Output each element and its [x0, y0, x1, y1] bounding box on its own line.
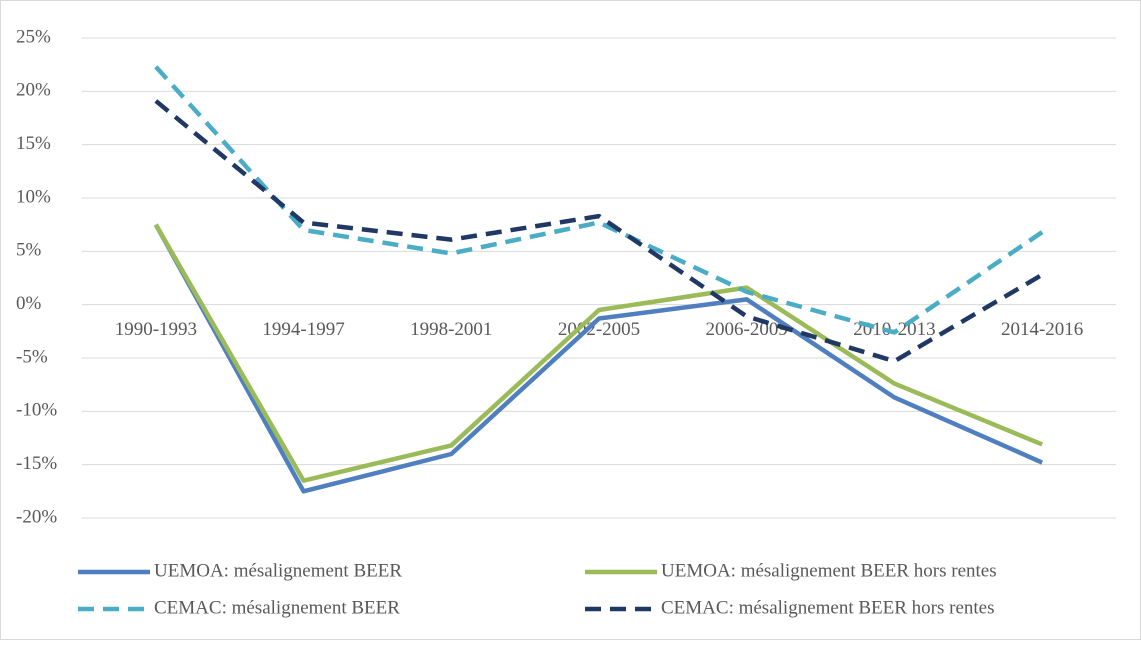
x-tick-label: 2006-2009 [706, 319, 788, 340]
y-tick-label: -10% [16, 400, 57, 421]
y-tick-label: 25% [16, 26, 51, 47]
y-tick-label: 0% [16, 293, 42, 314]
series-line [153, 223, 1043, 483]
x-tick-label: 1998-2001 [410, 319, 492, 340]
x-tick-label: 1990-1993 [115, 319, 197, 340]
y-tick-label: -5% [16, 346, 48, 367]
x-tick-label: 2010-2013 [853, 319, 935, 340]
x-tick-label: 1994-1997 [262, 319, 344, 340]
x-tick-label: 2014-2016 [1001, 319, 1083, 340]
legend-label: UEMOA: mésalignement BEER [154, 560, 402, 581]
y-tick-label: 5% [16, 240, 42, 261]
legend-label: CEMAC: mésalignement BEER [154, 597, 400, 618]
y-tick-label: 15% [16, 133, 51, 154]
series-line [154, 99, 1044, 364]
legend-label: UEMOA: mésalignement BEER hors rentes [661, 560, 997, 581]
y-tick-label: -20% [16, 506, 57, 527]
series-line [154, 65, 1044, 335]
series-line [153, 223, 1044, 494]
legend-label: CEMAC: mésalignement BEER hors rentes [661, 597, 995, 618]
y-tick-label: -15% [16, 453, 57, 474]
y-tick-label: 10% [16, 186, 51, 207]
y-tick-label: 20% [16, 80, 51, 101]
